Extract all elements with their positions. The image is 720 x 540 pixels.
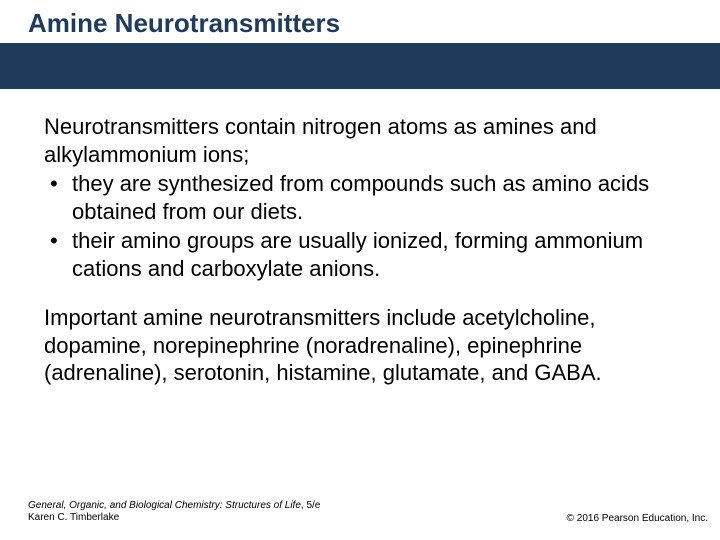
bullet-item: they are synthesized from compounds such… — [44, 170, 692, 225]
bullet-list: they are synthesized from compounds such… — [44, 170, 692, 282]
slide-body: Neurotransmitters contain nitrogen atoms… — [0, 89, 720, 387]
copyright-text: © 2016 Pearson Education, Inc. — [567, 513, 708, 524]
color-band — [0, 43, 720, 89]
slide-footer: General, Organic, and Biological Chemist… — [28, 500, 708, 524]
book-title: General, Organic, and Biological Chemist… — [28, 500, 301, 511]
slide-title: Amine Neurotransmitters — [28, 8, 720, 39]
bullet-item: their amino groups are usually ionized, … — [44, 227, 692, 282]
intro-text: Neurotransmitters contain nitrogen atoms… — [44, 113, 692, 168]
footer-left: General, Organic, and Biological Chemist… — [28, 500, 320, 524]
book-author: Karen C. Timberlake — [28, 512, 320, 524]
paragraph-2: Important amine neurotransmitters includ… — [44, 304, 692, 387]
book-edition: , 5/e — [301, 500, 320, 511]
title-area: Amine Neurotransmitters — [0, 0, 720, 43]
